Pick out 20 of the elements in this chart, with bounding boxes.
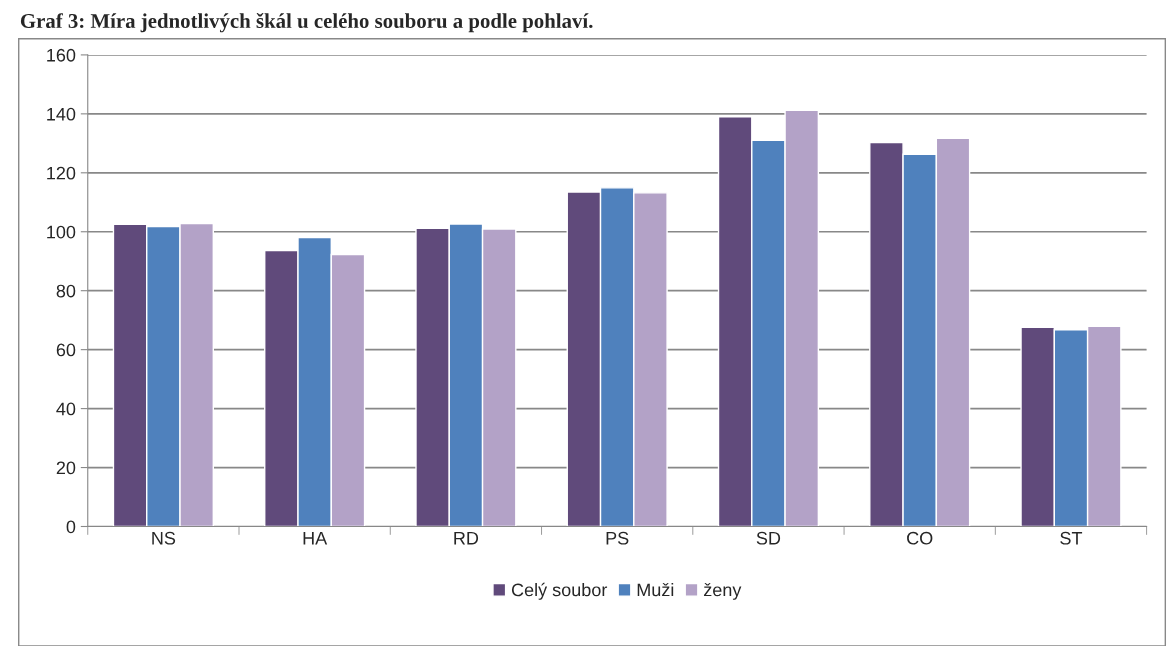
x-tick-label: SD [756, 531, 781, 545]
legend-label: Muži [637, 582, 674, 597]
y-tick-label: 120 [47, 166, 76, 180]
x-tick-label: ST [1060, 531, 1083, 545]
chart-title: Graf 3: Míra jednotlivých škál u celého souboru a podle pohlaví. [20, 13, 593, 33]
legend-label: ženy [703, 582, 742, 600]
y-tick-label: 40 [56, 402, 76, 416]
y-tick-label: 140 [47, 107, 76, 121]
x-tick-label: PS [606, 531, 629, 545]
x-tick-label: CO [907, 531, 933, 545]
y-tick-label: 60 [56, 343, 76, 357]
y-tick-label: 0 [66, 520, 76, 534]
y-tick-label: 20 [56, 461, 76, 475]
legend-label: Celý soubor [511, 582, 608, 600]
y-tick-label: 80 [56, 284, 76, 298]
y-tick-label: 160 [47, 48, 76, 62]
x-tick-label: RD [454, 532, 479, 545]
y-tick-label: 100 [47, 225, 76, 239]
x-tick-label: NS [152, 531, 176, 545]
x-tick-label: HA [303, 532, 328, 545]
